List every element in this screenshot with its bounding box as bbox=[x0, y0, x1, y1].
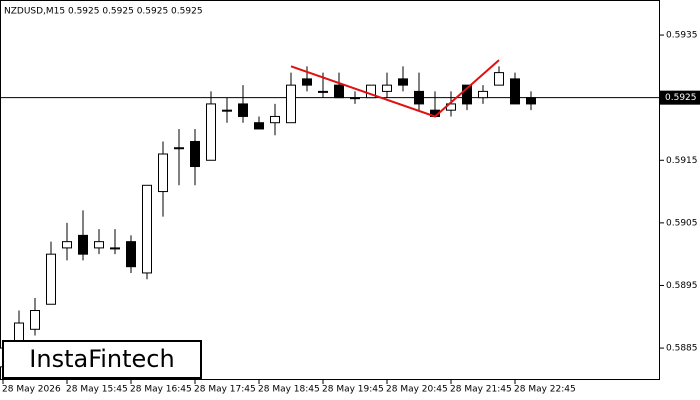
x-tick-label: 28 May 19:45 bbox=[322, 385, 384, 395]
candle-body bbox=[510, 78, 520, 105]
x-tick-label: 28 May 17:45 bbox=[194, 385, 256, 395]
candle-body bbox=[254, 122, 264, 130]
y-tick-label: 0.5935 bbox=[666, 31, 698, 41]
y-tick-label: 0.5905 bbox=[666, 218, 698, 228]
candle-body bbox=[350, 97, 360, 100]
candle-body bbox=[382, 84, 392, 92]
candle-body bbox=[478, 90, 488, 99]
x-tick-label: 28 May 22:45 bbox=[514, 385, 576, 395]
candle-body bbox=[302, 78, 312, 86]
candle-body bbox=[414, 90, 424, 105]
candle-body bbox=[190, 140, 200, 168]
candle-body bbox=[62, 241, 72, 249]
logo-box bbox=[2, 340, 202, 379]
x-tick-label: 28 May 16:45 bbox=[130, 385, 192, 395]
candle-body bbox=[270, 115, 280, 124]
x-tick-label: 28 May 18:45 bbox=[258, 385, 320, 395]
candle-body bbox=[94, 241, 104, 249]
y-tick-label: 0.5915 bbox=[666, 156, 698, 166]
x-tick-label: 28 May 2026 bbox=[2, 385, 61, 395]
candle-body bbox=[526, 97, 536, 105]
chart-title: NZDUSD,M15 0.5925 0.5925 0.5925 0.5925 bbox=[4, 7, 203, 17]
plot-frame bbox=[0, 0, 660, 380]
candle-body bbox=[318, 90, 328, 93]
candle-body bbox=[398, 78, 408, 86]
current-price-label: 0.5925 bbox=[665, 93, 697, 103]
candle-body bbox=[78, 234, 88, 255]
candle-body bbox=[222, 109, 232, 112]
candle-body bbox=[462, 84, 472, 105]
candle-body bbox=[206, 103, 216, 161]
candle-body bbox=[174, 147, 184, 150]
candle-body bbox=[126, 241, 136, 268]
x-tick-label: 28 May 21:45 bbox=[450, 385, 512, 395]
candle-body bbox=[30, 310, 40, 330]
x-tick-label: 28 May 20:45 bbox=[386, 385, 448, 395]
candle-body bbox=[334, 84, 344, 99]
candle-body bbox=[46, 253, 56, 305]
candle-body bbox=[158, 153, 168, 193]
candle-body bbox=[494, 72, 504, 86]
candle-body bbox=[238, 103, 248, 117]
x-tick-label: 28 May 15:45 bbox=[66, 385, 128, 395]
candle-body bbox=[142, 184, 152, 274]
y-tick-label: 0.5885 bbox=[666, 344, 698, 354]
logo: InstaFintech bbox=[29, 345, 174, 373]
candle-body bbox=[14, 322, 24, 343]
pattern-line bbox=[290, 59, 500, 118]
candle-body bbox=[110, 247, 120, 250]
y-tick-label: 0.5895 bbox=[666, 281, 698, 291]
candle-body bbox=[366, 84, 376, 99]
current-price-box bbox=[660, 90, 700, 105]
candle-body bbox=[286, 84, 296, 124]
